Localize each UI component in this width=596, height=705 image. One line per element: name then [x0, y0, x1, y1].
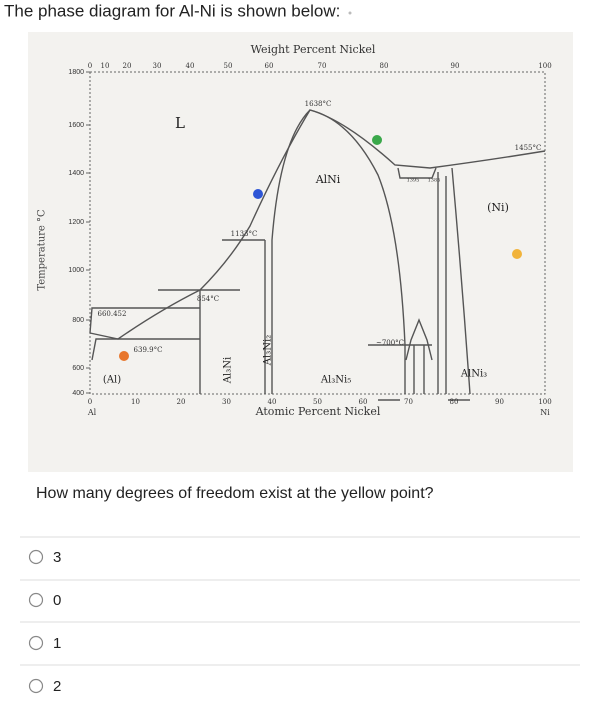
green-point	[372, 135, 382, 145]
top-tick-label: 10	[101, 62, 110, 70]
y-tick-label: 400	[72, 390, 84, 397]
temperature-annotation: 1455°C	[515, 144, 542, 152]
bottom-tick-label: 70	[404, 398, 413, 406]
al3ni2-lines	[222, 239, 273, 394]
region-label: (Al)	[103, 375, 121, 386]
temperature-annotation: 660.452	[98, 310, 127, 318]
top-tick-label: 80	[380, 62, 389, 70]
temperature-annotation: 1385	[428, 178, 441, 184]
bottom-tick-label: 20	[177, 398, 186, 406]
top-tick-label: 20	[123, 62, 132, 70]
question-text: How many degrees of freedom exist at the…	[36, 485, 434, 502]
bottom-tick-label: 80	[450, 398, 459, 406]
yellow-point	[512, 249, 522, 259]
temperature-annotation: 639.9°C	[134, 346, 163, 354]
bottom-tick-label: 0	[88, 398, 92, 406]
dot-decor	[348, 11, 352, 15]
radio-button[interactable]	[28, 592, 44, 608]
blue-point	[253, 189, 263, 199]
al3ni5-lines	[368, 318, 433, 394]
option-label[interactable]: 3	[53, 549, 61, 566]
bottom-tick-label: 100	[538, 398, 551, 406]
region-label: Al₃Ni₅	[320, 375, 351, 386]
region-label: Al₃Ni₂	[263, 335, 274, 366]
region-label: AlNi₃	[460, 369, 487, 380]
y-axis-label: Temperature °C	[37, 209, 48, 291]
bottom-axis-label: Atomic Percent Nickel	[255, 405, 381, 418]
top-tick-label: 70	[318, 62, 327, 70]
top-axis-label: Weight Percent Nickel	[251, 43, 376, 56]
diagram-image	[28, 32, 573, 472]
bottom-tick-label: 30	[222, 398, 231, 406]
alni-boundary	[271, 109, 406, 394]
orange-point	[119, 351, 129, 361]
temperature-annotation: ~700°C	[376, 339, 404, 347]
bottom-tick-label: 50	[313, 398, 322, 406]
top-tick-label: 100	[538, 62, 551, 70]
region-label: Al₃Ni	[223, 357, 234, 384]
al-solidus	[89, 307, 200, 334]
right-element: Ni	[540, 408, 550, 417]
radio-button[interactable]	[28, 549, 44, 565]
region-label: AlNi	[315, 173, 341, 186]
bottom-tick-label: 60	[359, 398, 368, 406]
y-tick-label: 1800	[68, 69, 84, 76]
bottom-tick-label: 40	[268, 398, 277, 406]
radio-button[interactable]	[28, 678, 44, 694]
y-tick-label: 1200	[68, 219, 84, 226]
top-tick-label: 40	[186, 62, 195, 70]
y-tick-label: 600	[72, 365, 84, 372]
al3ni-line	[158, 289, 240, 394]
y-tick-label: 1000	[68, 267, 84, 274]
eutectic-line	[91, 338, 200, 361]
region-label: (Ni)	[487, 201, 509, 214]
y-tick-label: 800	[72, 317, 84, 324]
option-label[interactable]: 2	[53, 678, 61, 695]
y-tick-label: 1400	[68, 170, 84, 177]
alni3-lines	[397, 167, 447, 394]
liquidus	[89, 109, 546, 340]
bottom-tick-label: 10	[131, 398, 140, 406]
plot-frame	[89, 71, 546, 395]
phase-diagram	[89, 71, 546, 401]
top-tick-label: 30	[153, 62, 162, 70]
top-tick-label: 60	[265, 62, 274, 70]
ni-solvus	[451, 167, 471, 395]
y-tick-label: 1600	[68, 122, 84, 129]
radio-button[interactable]	[28, 635, 44, 651]
left-element: Al	[87, 408, 97, 417]
temperature-annotation: 854°C	[197, 295, 219, 303]
temperature-annotation: 1638°C	[305, 100, 332, 108]
temperature-annotation: 1395	[407, 178, 420, 184]
top-tick-label: 50	[224, 62, 233, 70]
option-label[interactable]: 1	[53, 635, 61, 652]
top-tick-label: 90	[451, 62, 460, 70]
page-title: The phase diagram for Al-Ni is shown bel…	[4, 1, 340, 20]
bottom-tick-label: 90	[495, 398, 504, 406]
option-label[interactable]: 0	[53, 592, 61, 609]
region-label: L	[175, 114, 185, 132]
top-tick-label: 0	[88, 62, 92, 70]
temperature-annotation: 1133°C	[231, 230, 258, 238]
